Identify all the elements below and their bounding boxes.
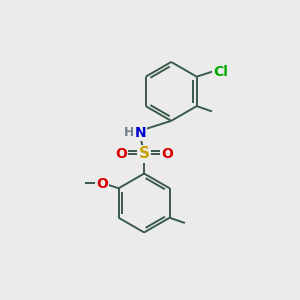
Text: O: O: [97, 178, 108, 191]
Text: H: H: [124, 126, 135, 139]
Text: O: O: [161, 147, 173, 161]
Text: N: N: [134, 126, 146, 140]
Text: O: O: [115, 147, 127, 161]
Text: S: S: [139, 146, 150, 161]
Text: Cl: Cl: [213, 65, 228, 79]
